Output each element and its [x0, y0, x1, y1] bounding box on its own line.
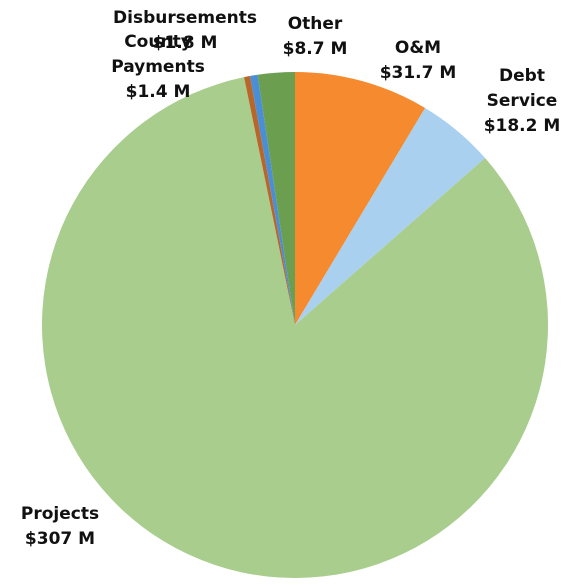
slice-label: Projects $307 M	[0, 502, 120, 552]
slice-label: Debt Service $18.2 M	[482, 64, 562, 139]
category-label: Projects	[20, 504, 100, 524]
value-label: $1.8 M	[152, 33, 218, 53]
value-label: $1.4 M	[125, 82, 191, 102]
category-label: Other	[287, 14, 343, 34]
pie-slice	[295, 108, 486, 325]
value-label: $307 M	[24, 529, 96, 549]
slice-label: O&M $31.7 M	[358, 36, 478, 86]
category-label: Disbursements	[113, 8, 257, 28]
value-label: $18.2 M	[483, 116, 561, 136]
category-label: O&M	[394, 38, 442, 58]
slice-label: Disbursements $1.8 M	[100, 6, 270, 56]
pie-slice	[257, 72, 295, 325]
pie-slice	[295, 72, 426, 325]
pie-slice	[244, 76, 295, 325]
category-label: Debt Service	[486, 66, 558, 111]
value-label: $31.7 M	[379, 63, 457, 83]
slice-label: Other $8.7 M	[270, 12, 360, 62]
pie-slice	[42, 77, 548, 578]
category-label: County Payments	[111, 32, 205, 77]
slice-label: County Payments $1.4 M	[103, 30, 213, 105]
pie-slice	[249, 74, 295, 325]
value-label: $8.7 M	[282, 39, 348, 59]
